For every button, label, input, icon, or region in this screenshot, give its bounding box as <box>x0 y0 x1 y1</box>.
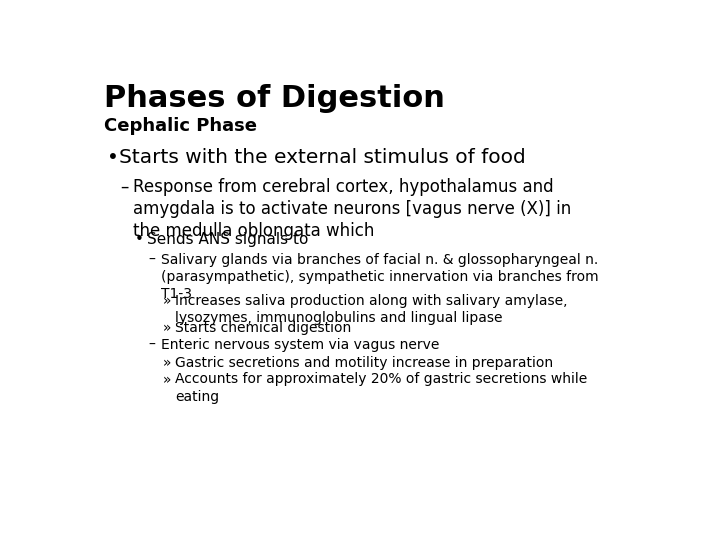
Text: Gastric secretions and motility increase in preparation: Gastric secretions and motility increase… <box>175 356 553 370</box>
Text: »: » <box>163 356 171 370</box>
Text: Accounts for approximately 20% of gastric secretions while
eating: Accounts for approximately 20% of gastri… <box>175 373 587 404</box>
Text: –: – <box>121 178 129 196</box>
Text: Cephalic Phase: Cephalic Phase <box>104 117 257 135</box>
Text: •: • <box>135 232 143 247</box>
Text: •: • <box>107 148 119 167</box>
Text: –: – <box>148 253 156 267</box>
Text: »: » <box>163 373 171 387</box>
Text: »: » <box>163 294 171 308</box>
Text: –: – <box>148 338 156 352</box>
Text: Sends ANS signals to: Sends ANS signals to <box>147 232 308 247</box>
Text: Enteric nervous system via vagus nerve: Enteric nervous system via vagus nerve <box>161 338 439 352</box>
Text: »: » <box>163 321 171 335</box>
Text: Starts with the external stimulus of food: Starts with the external stimulus of foo… <box>119 148 526 167</box>
Text: Starts chemical digestion: Starts chemical digestion <box>175 321 351 335</box>
Text: Phases of Digestion: Phases of Digestion <box>104 84 445 112</box>
Text: Response from cerebral cortex, hypothalamus and
amygdala is to activate neurons : Response from cerebral cortex, hypothala… <box>133 178 571 240</box>
Text: Increases saliva production along with salivary amylase,
lysozymes, immunoglobul: Increases saliva production along with s… <box>175 294 567 325</box>
Text: Salivary glands via branches of facial n. & glossopharyngeal n.
(parasympathetic: Salivary glands via branches of facial n… <box>161 253 598 301</box>
